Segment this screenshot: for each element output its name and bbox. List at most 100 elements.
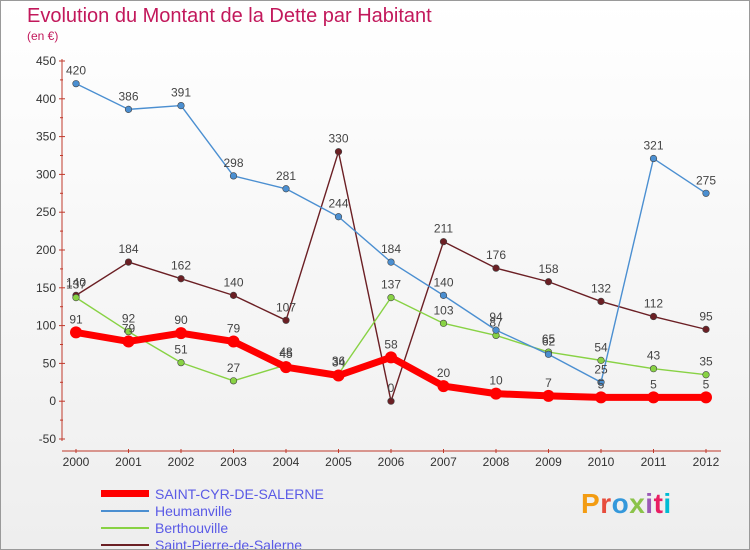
data-point: [334, 148, 343, 156]
data-label: 158: [538, 262, 558, 276]
data-label: 184: [118, 242, 138, 256]
legend-swatch: [101, 490, 149, 497]
data-point: [492, 264, 500, 272]
data-point: [439, 319, 448, 327]
data-label: 330: [328, 132, 348, 146]
data-point: [177, 359, 185, 367]
data-point: [597, 297, 605, 306]
data-point: [229, 377, 238, 385]
data-label: 48: [279, 345, 293, 359]
data-point: [175, 327, 187, 340]
data-point: [649, 312, 658, 321]
logo-letter: t: [653, 488, 664, 519]
y-tick-label: -50: [39, 432, 57, 446]
data-label: 35: [699, 355, 713, 369]
data-label: 27: [227, 361, 241, 375]
x-tick-label: 2012: [693, 455, 720, 469]
chart-unit: (en €): [27, 29, 59, 43]
data-label: 137: [66, 278, 86, 292]
data-label: 95: [699, 309, 713, 323]
data-point: [282, 185, 290, 193]
data-point: [597, 378, 605, 386]
data-point: [439, 238, 448, 246]
data-label: 91: [69, 312, 83, 326]
y-tick-label: 0: [49, 394, 56, 408]
data-label: 162: [171, 259, 191, 273]
logo-letter: P: [581, 488, 601, 519]
data-point: [280, 361, 292, 374]
data-point: [490, 387, 502, 400]
data-label: 281: [276, 169, 296, 183]
x-tick-label: 2005: [325, 455, 352, 469]
legend-swatch: [101, 543, 149, 546]
data-point: [595, 391, 607, 404]
data-label: 5: [650, 377, 657, 391]
data-label: 65: [542, 332, 556, 346]
data-label: 244: [328, 197, 348, 211]
y-tick-label: 300: [36, 167, 56, 181]
data-point: [647, 391, 660, 404]
logo-letter: o: [611, 488, 630, 519]
data-point: [177, 275, 185, 283]
data-label: 90: [174, 313, 188, 327]
data-label: 5: [703, 377, 710, 391]
x-tick-label: 2009: [535, 455, 562, 469]
logo-letter: x: [629, 488, 646, 519]
data-label: 321: [643, 139, 663, 153]
data-label: 132: [591, 281, 611, 295]
data-label: 420: [66, 64, 86, 78]
data-label: 137: [381, 278, 401, 292]
data-point: [387, 397, 395, 405]
data-label: 140: [66, 275, 86, 289]
legend-item: SAINT-CYR-DE-SALERNE: [101, 485, 324, 502]
data-point: [387, 294, 395, 302]
data-label: 275: [696, 173, 716, 187]
data-point: [334, 213, 343, 221]
y-tick-label: 250: [36, 205, 56, 219]
data-point: [124, 328, 133, 336]
y-tick-label: 100: [36, 319, 56, 333]
logo-letter: r: [600, 488, 612, 519]
data-label: 10: [489, 374, 503, 388]
data-point: [649, 365, 658, 373]
data-label: 298: [223, 156, 243, 170]
x-tick-label: 2002: [168, 455, 195, 469]
legend-label: SAINT-CYR-DE-SALERNE: [155, 485, 324, 502]
y-tick-label: 350: [36, 130, 56, 144]
x-tick-label: 2007: [430, 455, 457, 469]
chart-title: Evolution du Montant de la Dette par Hab…: [27, 5, 432, 27]
data-label: 112: [644, 297, 663, 311]
data-point: [702, 189, 710, 197]
legend-swatch: [101, 509, 149, 512]
data-point: [544, 350, 553, 358]
data-label: 211: [434, 222, 453, 236]
data-point: [385, 351, 397, 364]
data-label: 92: [122, 312, 136, 326]
data-point: [700, 391, 712, 404]
data-point: [229, 291, 238, 299]
data-label: 54: [594, 340, 608, 354]
series-line-saint-pierre-de-salerne: [75, 151, 707, 402]
logo-letter: i: [645, 488, 654, 519]
legend-item: Saint-Pierre-de-Salerne: [101, 536, 324, 550]
data-label: 34: [332, 355, 346, 369]
data-label: 36: [332, 354, 346, 368]
data-point: [702, 371, 710, 379]
legend-label: Saint-Pierre-de-Salerne: [155, 536, 303, 550]
data-label: 94: [489, 310, 503, 324]
x-tick-label: 2011: [641, 455, 667, 469]
data-label: 87: [489, 315, 503, 329]
data-label: 184: [381, 242, 401, 256]
data-label: 103: [433, 303, 453, 317]
legend-item: Heumanville: [101, 502, 324, 519]
data-point: [122, 335, 135, 348]
data-label: 140: [223, 275, 243, 289]
data-label: 79: [227, 321, 241, 335]
x-tick-label: 2003: [220, 455, 247, 469]
data-label: 7: [545, 376, 552, 390]
data-label: 62: [542, 334, 556, 348]
x-tick-label: 2008: [483, 455, 510, 469]
data-label: 107: [276, 300, 296, 314]
